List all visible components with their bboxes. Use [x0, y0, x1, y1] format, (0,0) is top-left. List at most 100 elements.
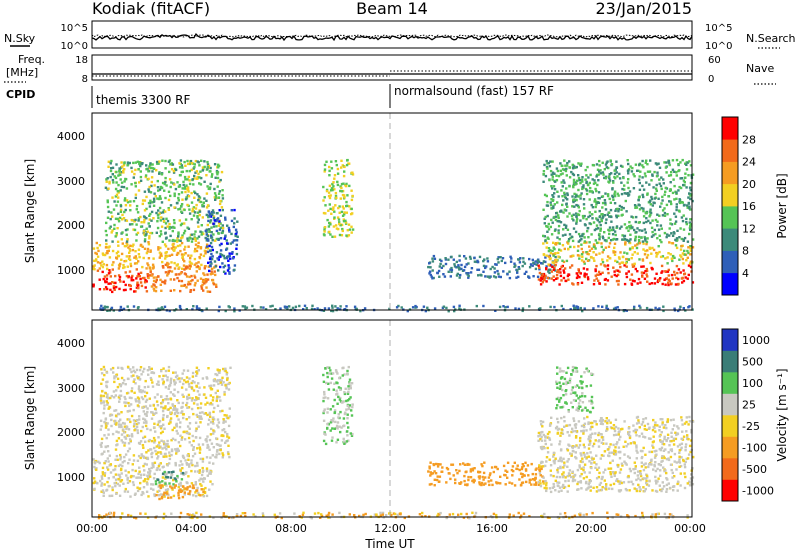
- power-echo-cell: [128, 247, 131, 251]
- velocity-echo-cell: [680, 419, 684, 422]
- velocity-echo-cell: [136, 431, 140, 435]
- power-echo-cell: [673, 222, 677, 225]
- power-echo-cell: [162, 281, 165, 284]
- power-echo-cell: [219, 249, 223, 252]
- velocity-echo-cell: [208, 448, 211, 451]
- power-echo-cell: [587, 253, 591, 256]
- power-echo-cell: [128, 258, 132, 262]
- velocity-echo-cell: [171, 404, 175, 407]
- velocity-echo-cell: [183, 379, 186, 382]
- velocity-echo-cell: [478, 477, 481, 480]
- power-echo-cell: [625, 265, 628, 268]
- power-echo-cell: [604, 283, 607, 286]
- power-echo-cell: [649, 203, 652, 206]
- power-echo-cell: [158, 172, 161, 175]
- power-echo-cell: [493, 271, 497, 274]
- power-echo-cell: [92, 247, 96, 250]
- power-echo-cell: [659, 224, 663, 227]
- velocity-echo-cell: [335, 381, 338, 384]
- power-echo-cell: [579, 194, 582, 197]
- power-echo-cell: [134, 185, 137, 188]
- power-echo-cell: [667, 283, 670, 287]
- velocity-echo-cell: [635, 444, 638, 447]
- power-echo-cell: [115, 204, 118, 207]
- power-echo-cell: [179, 223, 183, 227]
- power-echo-cell: [547, 268, 551, 271]
- power-echo-cell: [135, 262, 138, 265]
- velocity-echo-cell: [160, 425, 163, 428]
- power-echo-cell: [601, 216, 604, 220]
- velocity-echo-cell: [176, 447, 179, 451]
- power-echo-cell: [671, 277, 674, 280]
- power-echo-cell: [576, 274, 580, 277]
- velocity-echo-cell: [548, 458, 551, 461]
- power-echo-cell: [156, 214, 160, 217]
- power-echo-cell: [580, 253, 584, 256]
- power-echo-cell: [203, 160, 206, 163]
- velocity-echo-cell: [197, 443, 201, 446]
- velocity-echo-cell: [188, 396, 191, 400]
- velocity-echo-cell: [196, 397, 199, 400]
- power-echo-cell: [651, 204, 654, 207]
- velocity-echo-cell: [186, 425, 190, 428]
- velocity-echo-cell: [350, 409, 353, 412]
- power-echo-cell: [586, 183, 590, 186]
- power-echo-cell: [211, 209, 215, 212]
- velocity-echo-cell: [107, 485, 110, 488]
- power-echo-cell: [227, 259, 230, 262]
- power-echo-cell: [537, 264, 540, 267]
- power-echo-cell: [285, 305, 289, 309]
- velocity-echo-cell: [195, 398, 198, 401]
- power-echo-cell: [125, 233, 128, 236]
- power-echo-cell: [212, 222, 215, 225]
- power-echo-cell: [162, 209, 165, 212]
- power-echo-cell: [528, 305, 531, 308]
- velocity-echo-cell: [103, 407, 106, 410]
- power-echo-cell: [174, 187, 178, 191]
- velocity-echo-cell: [134, 469, 137, 473]
- power-echo-cell: [353, 305, 357, 308]
- velocity-echo-cell: [224, 369, 227, 373]
- power-echo-cell: [567, 273, 570, 276]
- velocity-echo-cell: [139, 440, 143, 443]
- velocity-echo-cell: [169, 419, 172, 422]
- velocity-echo-cell: [674, 431, 677, 434]
- power-echo-cell: [635, 230, 638, 234]
- power-echo-cell: [180, 253, 184, 256]
- power-echo-cell: [562, 260, 566, 264]
- velocity-echo-cell: [201, 457, 205, 461]
- power-echo-cell: [200, 285, 203, 288]
- velocity-echo-cell: [204, 486, 207, 490]
- power-echo-cell: [638, 188, 642, 191]
- velocity-echo-cell: [333, 411, 337, 414]
- velocity-echo-cell: [138, 418, 141, 421]
- velocity-echo-cell: [145, 391, 149, 395]
- power-echo-cell: [335, 163, 338, 167]
- power-echo-cell: [650, 226, 654, 229]
- power-echo-cell: [450, 268, 454, 272]
- power-echo-cell: [669, 200, 672, 203]
- power-echo-cell: [162, 220, 166, 223]
- velocity-echo-cell: [142, 464, 145, 468]
- velocity-echo-cell: [126, 490, 130, 493]
- power-echo-cell: [646, 163, 649, 166]
- velocity-echo-cell: [641, 449, 644, 453]
- velocity-echo-cell: [136, 486, 139, 489]
- power-echo-cell: [660, 227, 663, 230]
- velocity-echo-cell: [173, 426, 176, 429]
- power-echo-cell: [323, 168, 327, 171]
- power-echo-cell: [691, 246, 695, 249]
- velocity-echo-cell: [348, 382, 351, 385]
- velocity-echo-cell: [432, 463, 435, 466]
- power-echo-cell: [220, 206, 224, 209]
- power-echo-cell: [196, 237, 199, 240]
- power-echo-cell: [635, 246, 639, 250]
- power-echo-cell: [117, 183, 120, 187]
- power-echo-cell: [345, 211, 348, 214]
- velocity-echo-cell: [665, 426, 668, 430]
- velocity-echo-cell: [205, 467, 209, 470]
- power-echo-cell: [682, 262, 685, 265]
- velocity-echo-cell: [131, 468, 134, 472]
- power-echo-cell: [225, 256, 229, 260]
- velocity-echo-cell: [159, 452, 163, 455]
